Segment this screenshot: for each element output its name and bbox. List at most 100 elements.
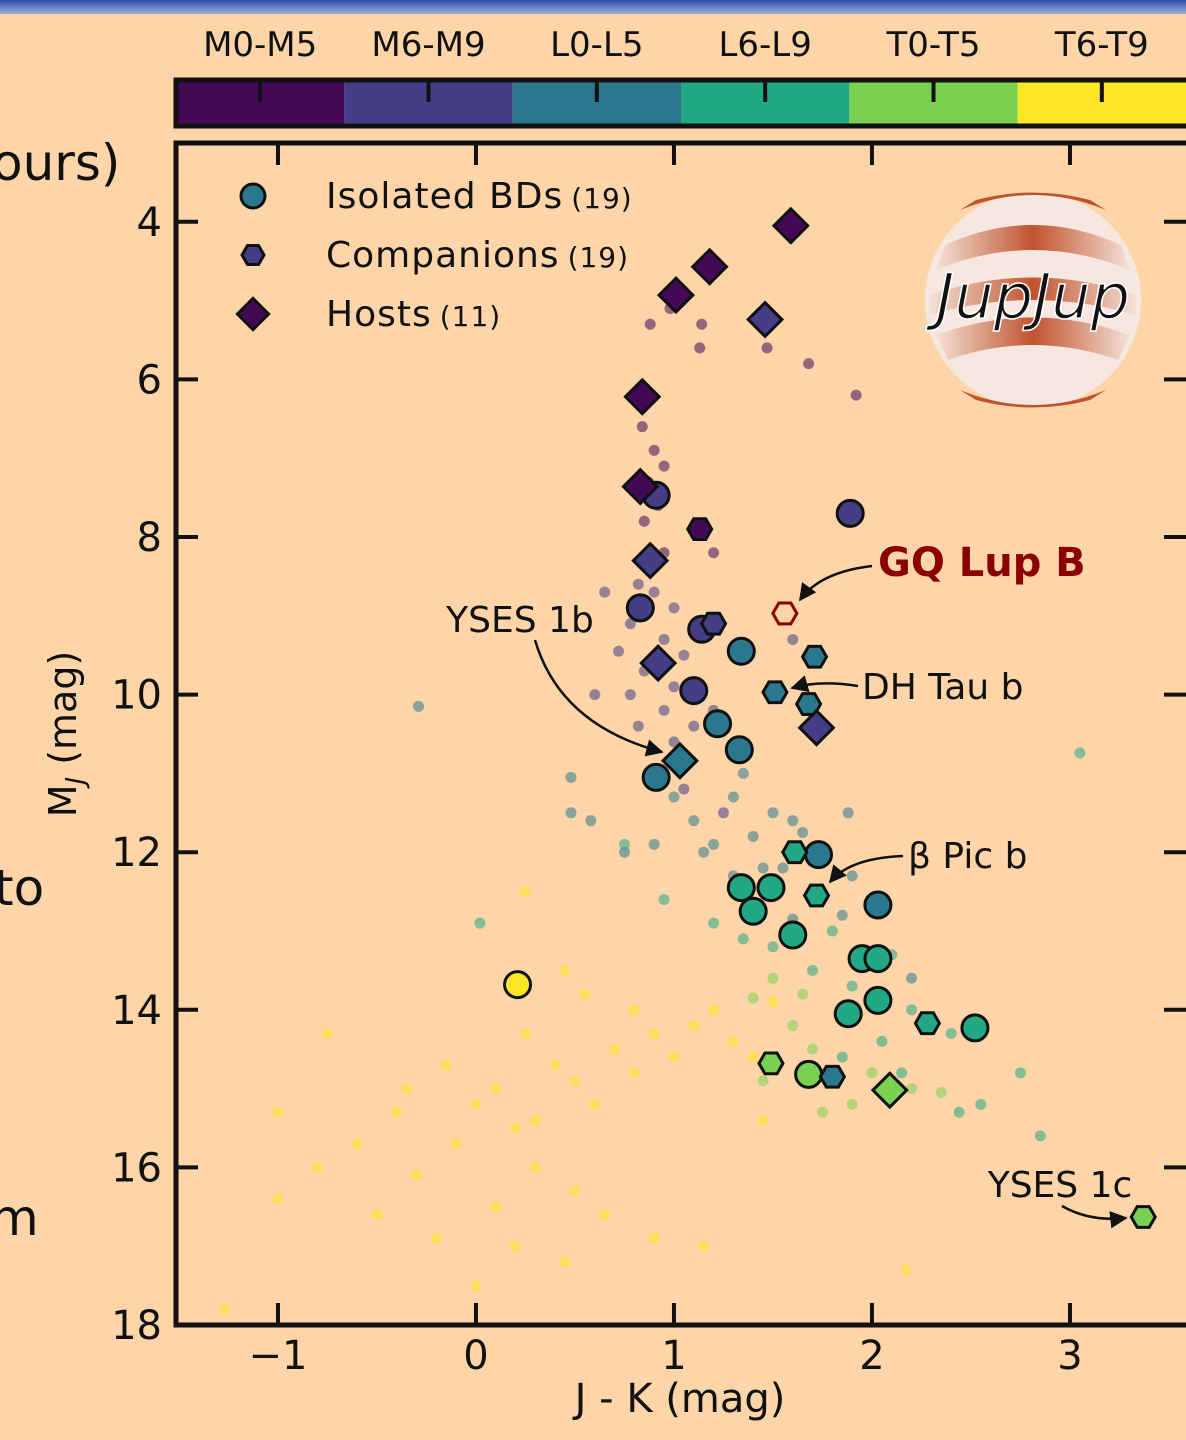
field-point	[787, 1020, 799, 1032]
isolated-bd	[726, 873, 756, 903]
x-tick-label: 2	[859, 1333, 884, 1379]
y-tick-label: 6	[137, 357, 162, 403]
companion	[913, 1011, 942, 1036]
field-point	[658, 633, 670, 645]
field-point	[747, 992, 759, 1004]
field-point	[846, 1098, 858, 1110]
annotation: YSES 1b	[445, 600, 594, 641]
field-point	[440, 1059, 452, 1071]
window-strip	[0, 0, 1186, 14]
y-tick-label: 4	[137, 200, 162, 246]
field-point	[816, 1106, 828, 1118]
companion	[771, 601, 799, 626]
field-point	[737, 767, 749, 779]
field-point	[510, 1122, 522, 1134]
field-point	[565, 771, 577, 783]
isolated-bd	[804, 840, 834, 870]
side-text: ours)	[0, 134, 120, 192]
field-point	[624, 618, 636, 630]
legend-count: (11)	[440, 300, 501, 333]
host	[660, 741, 699, 780]
field-point	[490, 1201, 502, 1213]
y-label-unit: (mag)	[41, 651, 85, 765]
field-point	[648, 1232, 660, 1244]
field-point	[559, 964, 571, 976]
host	[621, 467, 660, 506]
isolated-bd	[724, 735, 754, 765]
isolated-bd	[778, 920, 808, 950]
field-point	[668, 736, 680, 748]
plot-frame	[173, 140, 1186, 1328]
field-point	[787, 815, 799, 827]
field-point	[694, 342, 706, 354]
colorbar-label: M6-M9	[371, 25, 485, 65]
field-point	[767, 941, 779, 953]
field-point	[906, 972, 918, 984]
field-point	[636, 421, 648, 433]
field-point	[624, 689, 636, 701]
field-point	[688, 815, 700, 827]
host	[746, 300, 785, 339]
isolated-bd	[863, 985, 893, 1015]
field-point	[658, 704, 670, 716]
annotation-arrow	[790, 675, 859, 693]
companion	[685, 517, 714, 542]
field-point	[529, 1114, 541, 1126]
side-text: m	[0, 1189, 39, 1247]
field-point	[842, 807, 854, 819]
field-point	[836, 909, 848, 921]
side-text: to	[0, 859, 44, 917]
field-point	[708, 838, 720, 850]
y-tick-label: 8	[137, 515, 162, 561]
field-point	[519, 886, 531, 898]
host	[656, 276, 695, 315]
field-point	[757, 1114, 769, 1126]
field-point	[413, 700, 425, 712]
host	[639, 644, 678, 683]
field-point	[826, 925, 838, 937]
field-point	[628, 1067, 640, 1079]
field-point	[797, 827, 809, 838]
isolated-bd	[835, 498, 865, 528]
field-point	[519, 1027, 531, 1039]
field-point	[312, 1161, 324, 1173]
isolated-bd	[756, 873, 786, 903]
isolated-bd	[679, 676, 709, 706]
isolated-bd	[794, 1059, 824, 1089]
field-point	[658, 893, 670, 905]
isolated-bd	[625, 593, 655, 623]
legend-count: (19)	[568, 241, 629, 274]
field-point	[708, 547, 720, 559]
companion	[1129, 1205, 1157, 1229]
field-point	[836, 1051, 848, 1063]
field-point	[430, 1232, 442, 1244]
annotation-arrow	[1061, 1204, 1128, 1229]
field-point	[688, 720, 700, 732]
field-point	[470, 1098, 482, 1110]
field-point	[638, 515, 650, 527]
field-point	[411, 1169, 423, 1181]
field-point	[474, 917, 486, 929]
field-point	[975, 1098, 987, 1110]
field-point	[510, 1240, 522, 1252]
companion	[818, 1064, 847, 1089]
host	[623, 377, 662, 416]
field-point	[565, 807, 577, 819]
companion	[781, 840, 809, 865]
legend-label: Companions	[326, 235, 560, 276]
y-tick-label: 12	[111, 830, 162, 876]
field-point	[757, 1075, 769, 1087]
field-point	[761, 342, 773, 354]
field-point	[569, 1185, 581, 1197]
field-point	[1074, 747, 1086, 759]
field-point	[896, 1067, 908, 1079]
field-point	[609, 1043, 621, 1055]
field-point	[618, 838, 630, 850]
host	[771, 206, 810, 245]
isolated-bd	[863, 890, 893, 920]
host	[870, 1071, 909, 1110]
host	[797, 708, 836, 747]
field-point	[321, 1027, 333, 1039]
field-point	[668, 681, 680, 693]
